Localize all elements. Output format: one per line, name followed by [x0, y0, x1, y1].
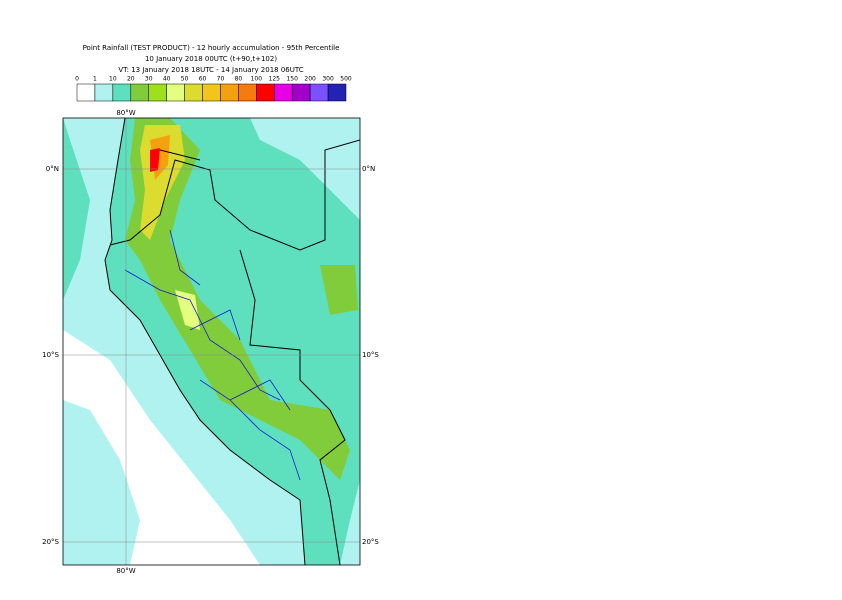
lat-label: 10°S [42, 351, 59, 359]
legend-swatch [94, 83, 114, 102]
legend-swatch [202, 83, 221, 102]
lat-label: 20°S [362, 538, 379, 546]
legend-swatch [291, 83, 311, 102]
legend-label: 1 [93, 76, 97, 83]
title: Point Rainfall (TEST PRODUCT) - 12 hourl… [83, 44, 340, 52]
lon-label: 80°W [116, 567, 135, 575]
legend-swatch [327, 83, 347, 102]
lat-label: 0°N [362, 165, 375, 173]
legend-label: 100 [251, 76, 263, 83]
legend-label: 80 [235, 76, 243, 83]
legend-label: 10 [109, 76, 117, 83]
legend-swatch [130, 83, 149, 102]
legend-swatch [76, 83, 96, 102]
legend-swatch [184, 83, 203, 102]
legend-swatch [148, 83, 167, 102]
legend-label: 300 [322, 76, 334, 83]
lat-label: 0°N [46, 165, 59, 173]
legend-label: 50 [181, 76, 189, 83]
lat-label: 10°S [362, 351, 379, 359]
legend-label: 150 [286, 76, 298, 83]
legend-swatch [166, 83, 185, 102]
legend-swatch [238, 83, 257, 102]
legend-label: 70 [217, 76, 225, 83]
lon-label: 80°W [116, 109, 135, 117]
subtitle: 10 January 2018 00UTC (t+90,t+102) [145, 55, 277, 63]
legend-label: 125 [269, 76, 281, 83]
lat-label: 20°S [42, 538, 59, 546]
legend-swatch [274, 83, 293, 102]
map-frame [62, 117, 361, 566]
legend-swatch [220, 83, 239, 102]
legend-label: 40 [163, 76, 171, 83]
legend-swatch [112, 83, 132, 102]
map [63, 118, 360, 565]
legend-label: 200 [304, 76, 316, 83]
legend-label: 30 [145, 76, 153, 83]
legend-label: 500 [340, 76, 352, 83]
valid-time: VT: 13 January 2018 18UTC - 14 January 2… [118, 66, 303, 74]
legend-label: 0 [75, 76, 79, 83]
legend-label: 20 [127, 76, 135, 83]
legend: 0 1 10 20 30 40 50 60 70 80 100 125 150 200 300 500 [75, 76, 352, 102]
legend-swatch [309, 83, 329, 102]
legend-swatch [256, 83, 275, 102]
legend-label: 60 [199, 76, 207, 83]
